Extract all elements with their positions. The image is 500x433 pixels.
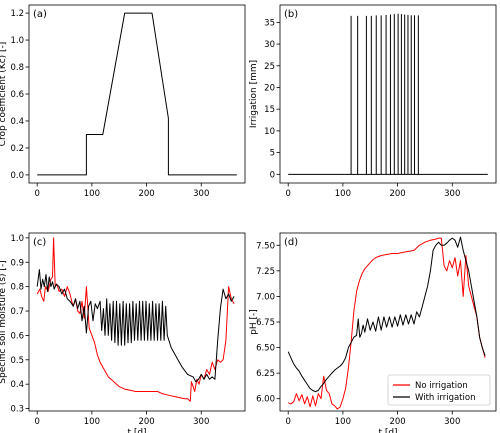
- y-tick-label: 1.0: [10, 36, 24, 46]
- y-tick-label: 6.00: [256, 395, 275, 405]
- y-tick-label: 0.7: [10, 307, 24, 317]
- x-axis-label: t [d]: [378, 428, 397, 433]
- y-tick-label: 0.5: [10, 356, 24, 366]
- x-tick-label: 0: [34, 189, 39, 199]
- y-tick-label: 25: [264, 62, 275, 72]
- y-tick-label: 0.4: [10, 380, 24, 390]
- x-tick-label: 200: [138, 417, 154, 427]
- y-tick-label: 15: [264, 105, 275, 115]
- series-line-with-irrigation: [287, 236, 486, 393]
- x-tick-label: 200: [389, 417, 405, 427]
- y-tick-label: 0: [270, 170, 275, 180]
- panel-label: (a): [33, 9, 47, 20]
- x-tick-label: 0: [34, 417, 39, 427]
- y-tick-label: 0.3: [10, 405, 24, 415]
- chart-panel-4: 0 100 200 300 6.00 6.25 6.50 6.75 7.00 7.25 7.50 pH…: [249, 232, 497, 433]
- y-axis-label: pH [-]: [249, 309, 259, 335]
- x-tick-label: 300: [444, 189, 460, 199]
- x-tick-label: 200: [138, 189, 154, 199]
- y-tick-label: 0.9: [10, 258, 24, 268]
- legend-label: With irrigation: [415, 393, 475, 403]
- y-tick-label: 7.50: [256, 241, 275, 251]
- x-axis-label: t [d]: [127, 428, 146, 433]
- x-tick-label: 300: [193, 189, 209, 199]
- y-tick-label: 5: [270, 149, 275, 159]
- y-tick-label: 0.0: [10, 171, 24, 181]
- plot-frame: [28, 232, 246, 412]
- plot-frame: [279, 4, 497, 184]
- series-line-1: [37, 12, 237, 176]
- x-tick-label: 0: [285, 417, 290, 427]
- y-tick-label: 0.6: [10, 331, 24, 341]
- y-tick-label: 6.75: [256, 318, 275, 328]
- y-tick-label: 10: [264, 127, 275, 137]
- x-tick-label: 100: [84, 189, 100, 199]
- x-tick-label: 200: [389, 189, 405, 199]
- series-line-no-irrigation: [36, 237, 235, 402]
- y-axis-label: Specific soil moisture (s) [-]: [0, 260, 8, 383]
- y-tick-label: 6.25: [256, 369, 275, 379]
- y-tick-label: 0.6: [10, 90, 24, 100]
- y-tick-label: 30: [264, 40, 275, 50]
- y-tick-label: 7.00: [256, 292, 275, 302]
- y-axis-label: Crop coefficient (Kᴄ) [-]: [0, 42, 8, 147]
- x-tick-label: 100: [335, 417, 351, 427]
- chart-panel-3: 0 100 200 300 0.3 0.4 0.5 0.6 0.7 0.8 0.9 1.0 Specif…: [0, 232, 246, 433]
- x-tick-label: 300: [444, 417, 460, 427]
- y-tick-label: 6.50: [256, 344, 275, 354]
- legend-label: No irrigation: [415, 381, 468, 391]
- panel-label: (d): [284, 237, 298, 248]
- y-tick-label: 35: [264, 18, 275, 28]
- chart-panel-2: 0 100 200 300 0 5 10 15 20 25 30 35 Irrigation [mm] (…: [249, 4, 497, 199]
- chart-panel-1: 0 100 200 300 0.0 0.2 0.4 0.6 0.8 1.0 1.2 Crop coef…: [0, 4, 246, 199]
- y-tick-label: 7.25: [256, 267, 275, 277]
- x-tick-label: 100: [335, 189, 351, 199]
- y-tick-label: 1.2: [10, 9, 24, 19]
- plot-frame: [28, 4, 246, 184]
- x-tick-label: 0: [285, 189, 290, 199]
- y-tick-label: 0.8: [10, 283, 24, 293]
- y-axis-label: Irrigation [mm]: [249, 60, 259, 128]
- legend-box: [387, 374, 491, 406]
- y-tick-label: 0.2: [10, 144, 24, 154]
- x-tick-label: 300: [193, 417, 209, 427]
- y-tick-label: 0.4: [10, 117, 24, 127]
- legend: No irrigation With irrigation: [387, 374, 491, 406]
- y-tick-label: 20: [264, 83, 275, 93]
- y-tick-label: 1.0: [10, 234, 24, 244]
- series-line-2: [36, 269, 235, 383]
- x-tick-label: 100: [84, 417, 100, 427]
- panel-label: (c): [33, 237, 46, 248]
- panel-label: (b): [284, 9, 298, 20]
- series-line-no-irrigation: [288, 237, 486, 410]
- y-tick-label: 0.8: [10, 63, 24, 73]
